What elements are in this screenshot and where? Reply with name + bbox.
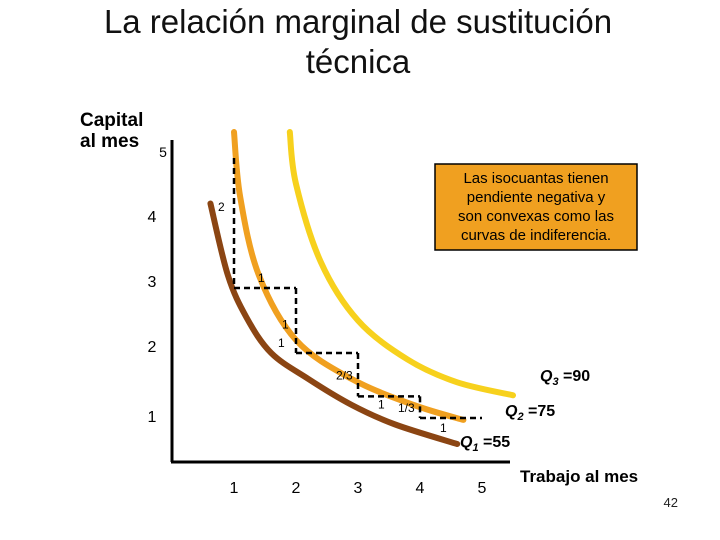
step-dx-label-3: 1 xyxy=(378,397,385,411)
title-line-1: La relación marginal de sustitución xyxy=(103,3,613,40)
axes-layer xyxy=(170,140,510,464)
x-tick-5: 5 xyxy=(478,480,487,497)
annotation-line-3: son convexas como las xyxy=(458,208,614,225)
x-tick-3: 3 xyxy=(354,480,363,497)
step-dy-label-1: 2 xyxy=(218,200,225,214)
page-title: La relación marginal de sustitución técn… xyxy=(0,2,716,82)
step-dx-label-4: 1 xyxy=(440,421,447,435)
y-tick-2: 2 xyxy=(148,339,157,356)
series-label-1: Q1 =55 xyxy=(460,434,510,454)
step-dx-label-1: 1 xyxy=(258,271,265,285)
y-tick-3: 3 xyxy=(148,274,157,291)
y-tick-4: 4 xyxy=(148,209,157,226)
labels-layer: Q1 =55 Q2 =75 Q3 =90 2 1 1 1 2/3 1 1/3 1 Trabajo al… xyxy=(218,200,638,486)
ticks-layer: 1 2 3 4 5 5 4 3 2 1 xyxy=(148,144,487,497)
x-tick-2: 2 xyxy=(292,480,301,497)
step-dy-label-2: 1 xyxy=(282,318,289,332)
annotation-line-2: pendiente negativa y xyxy=(467,189,606,206)
x-tick-4: 4 xyxy=(416,480,425,497)
annotation-box: Las isocuantas tienen pendiente negativa … xyxy=(434,163,638,251)
annotation-background xyxy=(434,163,638,251)
y-axis-label-line-2: al mes xyxy=(80,131,140,152)
series-label-3: Q3 =90 xyxy=(540,368,590,388)
steps-layer xyxy=(232,158,482,420)
y-tick-5: 5 xyxy=(159,144,167,160)
page-number: 42 xyxy=(663,495,678,510)
isoquant-curve-1 xyxy=(207,200,461,447)
annotation-line-4: curvas de indiferencia. xyxy=(461,227,611,244)
step-dy-label-4: 1/3 xyxy=(398,401,415,415)
y-axis-label-line-1: Capital xyxy=(80,110,144,131)
y-axis-label: Capital al mes xyxy=(80,110,143,152)
title-line-2: técnica xyxy=(305,43,411,80)
x-tick-1: 1 xyxy=(230,480,239,497)
annotation-line-1: Las isocuantas tienen xyxy=(463,170,608,187)
x-axis-label: Trabajo al mes xyxy=(520,467,638,486)
isoquant-curve-3 xyxy=(286,129,516,399)
step-dy-label-3: 2/3 xyxy=(336,369,353,383)
step-dx-label-2: 1 xyxy=(278,336,285,350)
series-label-2: Q2 =75 xyxy=(505,403,555,423)
y-tick-1: 1 xyxy=(148,409,157,426)
